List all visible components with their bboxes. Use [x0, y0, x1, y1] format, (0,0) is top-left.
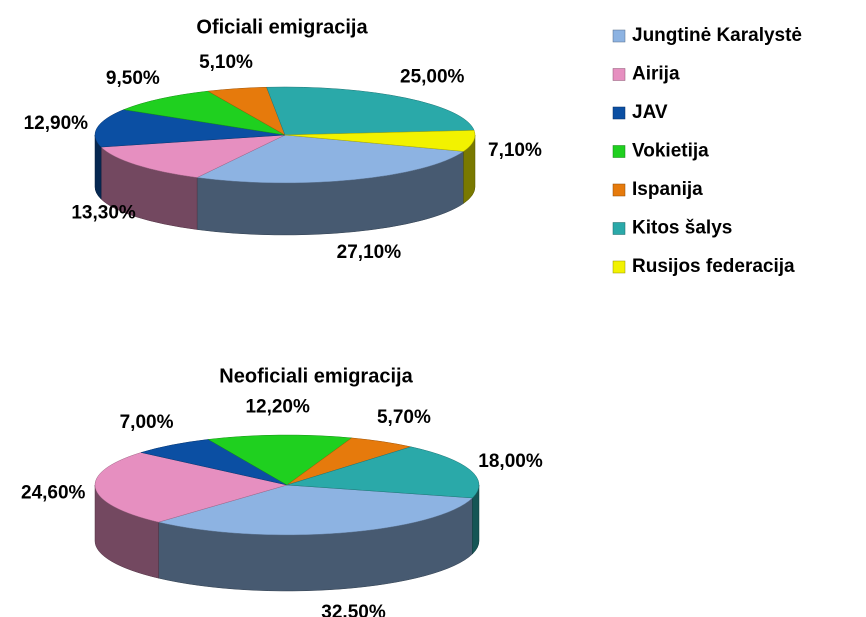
pie-slice [266, 86, 475, 136]
data-label: 5,10% [199, 52, 253, 73]
legend-swatch [612, 222, 626, 235]
chart-title: Neoficiali emigracija [219, 365, 413, 387]
legend-label: Ispanija [632, 179, 703, 200]
pie-tops [94, 86, 476, 184]
pie-slice [100, 134, 286, 178]
data-label: 27,10% [337, 242, 402, 263]
pie-slice [94, 452, 288, 523]
pie-slice [284, 130, 476, 152]
legend-label: Airija [632, 64, 680, 85]
chart-title: Oficiali emigracija [196, 16, 368, 38]
pie-slice [122, 90, 286, 136]
data-label: 12,20% [245, 397, 310, 418]
legend-label: Rusijos federacija [632, 256, 795, 277]
legend-label: Vokietija [632, 141, 709, 162]
legend-label: Jungtinė Karalystė [632, 25, 802, 46]
pie-slice [94, 109, 286, 148]
legend-swatch [612, 29, 626, 43]
pie-slice [207, 434, 353, 486]
data-label: 25,00% [400, 67, 465, 88]
legend-swatch [612, 68, 626, 81]
pie-tops [94, 434, 480, 536]
data-label: 13,30% [71, 203, 136, 224]
data-label: 24,60% [21, 483, 86, 504]
data-label: 9,50% [106, 68, 160, 89]
legend-swatch [612, 145, 626, 158]
legend-swatch [612, 260, 626, 274]
pie-sides [94, 134, 476, 236]
legend-label: Kitos šalys [632, 218, 732, 239]
pie-slice [196, 134, 465, 184]
data-label: 7,00% [120, 412, 174, 433]
data-label: 5,70% [377, 407, 431, 428]
legend-swatch [612, 183, 626, 197]
legend-swatch [612, 106, 626, 120]
pie-slice [157, 484, 474, 536]
pie-sides [94, 484, 480, 592]
data-label: 32.50% [321, 602, 386, 617]
pie-slice [286, 446, 480, 499]
data-label: 7,10% [488, 140, 542, 161]
data-label: 18,00% [478, 451, 543, 472]
data-label: 12,90% [24, 113, 89, 134]
legend-label: JAV [632, 102, 668, 123]
